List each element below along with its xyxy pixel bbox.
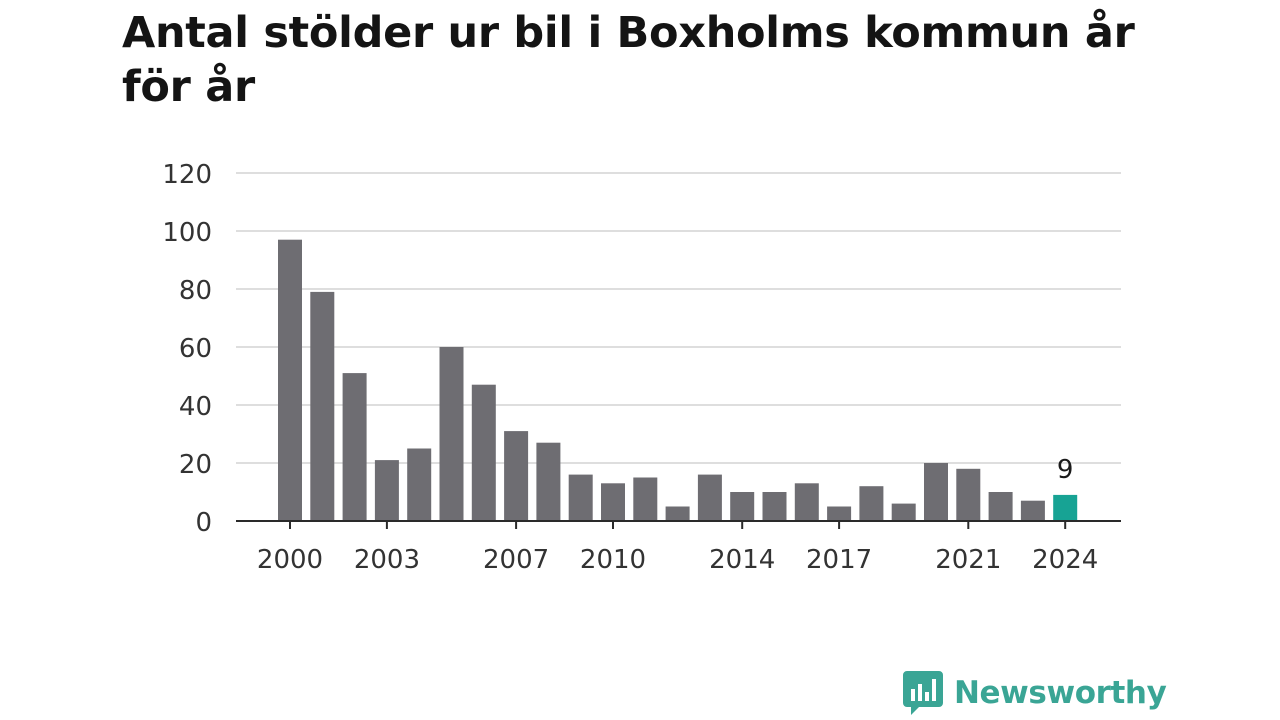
x-tick-label: 2010	[580, 545, 646, 575]
x-axis-labels: 2000 2003 2007 2010 2014 2017 2021 2024	[257, 545, 1098, 575]
x-axis	[236, 520, 1121, 529]
x-tick-label: 2021	[935, 545, 1001, 575]
bar-2018	[859, 486, 884, 521]
bar-2000	[278, 239, 302, 521]
chart-title: Antal stölder ur bil i Boxholms kommun å…	[122, 8, 1135, 112]
bar-2013	[697, 474, 722, 521]
bar-2007	[504, 431, 529, 521]
bar-2011	[633, 477, 658, 521]
bar-2010	[601, 483, 625, 521]
y-tick-label: 120	[162, 160, 212, 190]
x-tick-label: 2003	[354, 545, 420, 575]
newsworthy-logo-icon	[903, 671, 943, 715]
x-tick-label: 2000	[257, 545, 323, 575]
bar-2008	[536, 442, 561, 521]
brand-name: Newsworthy	[954, 675, 1167, 711]
gridlines	[236, 172, 1121, 464]
y-axis-labels: 0 20 40 60 80 100 120	[162, 160, 212, 538]
bar-2012	[665, 506, 690, 521]
bar-2005	[439, 347, 464, 521]
data-label-2024: 9	[1057, 455, 1074, 485]
brand-logo: Newsworthy	[902, 670, 1167, 716]
y-tick-label: 20	[179, 450, 212, 480]
y-tick-label: 80	[179, 276, 212, 306]
x-tick-label: 2024	[1032, 545, 1098, 575]
bar-2006	[471, 384, 496, 521]
x-tick-label: 2014	[709, 545, 775, 575]
bar-2019	[891, 503, 916, 521]
y-tick-label: 100	[162, 218, 212, 248]
x-tick-label: 2007	[483, 545, 549, 575]
bar-2022	[988, 492, 1013, 521]
bar-2020	[924, 463, 948, 521]
bar-2016	[794, 483, 819, 521]
bar-2024	[1053, 494, 1078, 521]
bar-2003	[374, 460, 399, 521]
y-tick-label: 0	[195, 508, 212, 538]
bar-2004	[407, 448, 432, 521]
x-tick-label: 2017	[806, 545, 872, 575]
bar-2002	[342, 373, 367, 521]
bar-2014	[730, 492, 755, 521]
bar-2009	[568, 474, 593, 521]
bar-2021	[956, 468, 981, 521]
bars	[278, 239, 1078, 521]
data-labels: 9	[1057, 455, 1074, 485]
y-tick-label: 60	[179, 334, 212, 364]
y-tick-label: 40	[179, 392, 212, 422]
bar-2023	[1020, 500, 1045, 521]
bar-2017	[827, 506, 852, 521]
bar-2001	[310, 291, 335, 521]
bar-2015	[762, 492, 787, 521]
